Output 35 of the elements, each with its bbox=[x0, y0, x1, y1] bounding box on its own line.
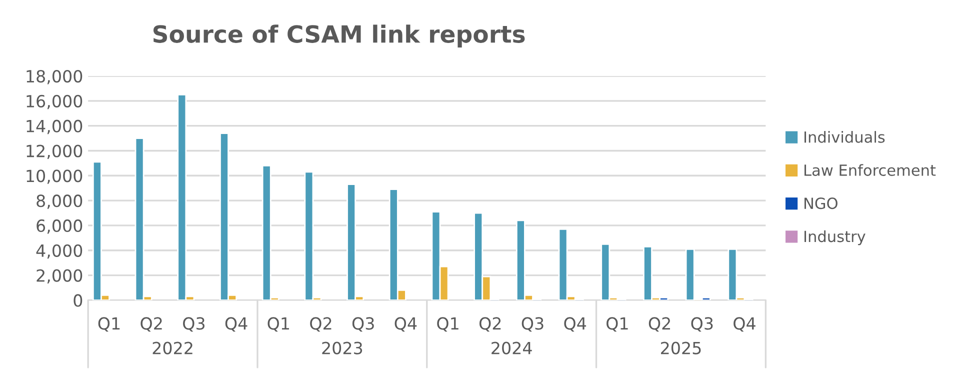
x-tick-label: Q4 bbox=[394, 317, 417, 332]
y-tick-label: 14,000 bbox=[26, 120, 82, 134]
legend-label: Individuals bbox=[804, 131, 885, 143]
y-tick-label: 8,000 bbox=[36, 194, 82, 209]
y-tick-label: 0 bbox=[74, 294, 82, 307]
text: 2023 bbox=[322, 342, 362, 354]
x-tick-label: Q1 bbox=[98, 317, 120, 332]
x-tick-label: Q2 bbox=[479, 317, 501, 332]
text: 2022 bbox=[152, 342, 192, 354]
x-tick-label: Q1 bbox=[268, 317, 289, 332]
x-tick-label: Q3 bbox=[183, 317, 204, 332]
y-tick-label: 12,000 bbox=[26, 144, 82, 160]
text: 2024 bbox=[492, 342, 532, 354]
x-tick-label: Q4 bbox=[225, 317, 248, 332]
legend-label: Law Enforcement bbox=[804, 164, 936, 176]
x-tick-label: Q4 bbox=[564, 317, 586, 332]
y-tick-label: 10,000 bbox=[26, 170, 82, 184]
chart-title: Source of CSAM link reports bbox=[153, 24, 525, 48]
x-tick-label: Q1 bbox=[606, 317, 628, 332]
y-tick-label: 18,000 bbox=[26, 70, 82, 84]
legend-label: Industry bbox=[804, 230, 866, 246]
x-tick-label: Q2 bbox=[648, 317, 670, 332]
text: 2025 bbox=[661, 342, 701, 354]
x-tick-label: Q1 bbox=[437, 317, 458, 332]
y-tick-label: 16,000 bbox=[26, 94, 82, 110]
x-tick-label: Q3 bbox=[522, 317, 544, 332]
x-tick-label: Q2 bbox=[310, 317, 332, 332]
y-tick-label: 2,000 bbox=[36, 269, 82, 284]
y-tick-label: 6,000 bbox=[36, 219, 82, 234]
x-tick-label: Q3 bbox=[352, 317, 374, 332]
x-tick-label: Q4 bbox=[734, 317, 756, 332]
x-tick-label: Q2 bbox=[140, 317, 162, 332]
legend-label: NGO bbox=[804, 198, 838, 210]
y-tick-label: 4,000 bbox=[36, 244, 82, 259]
x-tick-label: Q3 bbox=[691, 317, 713, 332]
